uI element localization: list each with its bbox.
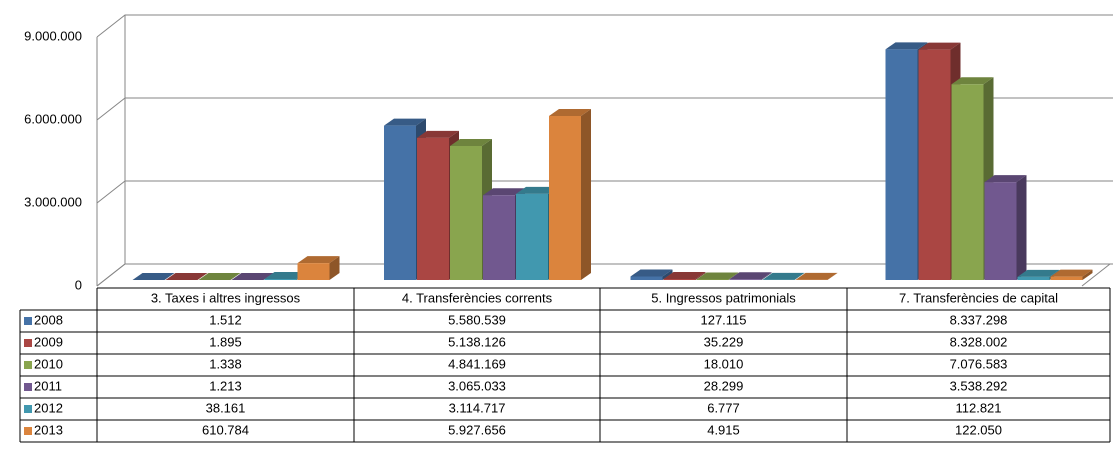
y-tick-label: 3.000.000 bbox=[24, 194, 82, 209]
table-grid bbox=[20, 288, 1110, 442]
value-label: 28.299 bbox=[704, 378, 744, 393]
bar-front bbox=[450, 146, 482, 280]
bar-front bbox=[952, 84, 984, 280]
bar-front bbox=[417, 138, 449, 280]
value-label: 7.076.583 bbox=[950, 356, 1008, 371]
value-label: 1.512 bbox=[209, 312, 242, 327]
value-label: 112.821 bbox=[955, 400, 1001, 415]
value-label: 35.229 bbox=[704, 334, 744, 349]
value-label: 4.915 bbox=[707, 422, 740, 437]
value-label: 610.784 bbox=[202, 422, 249, 437]
bar-side bbox=[1017, 175, 1027, 280]
category-label: 4. Transferències corrents bbox=[402, 290, 553, 305]
value-label: 1.895 bbox=[209, 334, 242, 349]
value-label: 5.138.126 bbox=[448, 334, 506, 349]
bar-front bbox=[919, 50, 951, 280]
bar-front bbox=[516, 194, 548, 280]
value-label: 8.328.002 bbox=[950, 334, 1008, 349]
value-label: 3.065.033 bbox=[448, 378, 506, 393]
value-label: 3.114.717 bbox=[449, 400, 506, 415]
bar-front bbox=[664, 279, 696, 280]
value-label: 5.580.539 bbox=[448, 312, 506, 327]
value-label: 3.538.292 bbox=[950, 378, 1008, 393]
value-label: 6.777 bbox=[707, 400, 740, 415]
category-label: 3. Taxes i altres ingressos bbox=[151, 290, 301, 305]
bar-front bbox=[549, 116, 581, 280]
bar bbox=[298, 256, 340, 280]
bar-front bbox=[1051, 277, 1083, 280]
value-label: 4.841.169 bbox=[448, 356, 506, 371]
legend-label: 2010 bbox=[34, 356, 63, 371]
value-label: 8.337.298 bbox=[950, 312, 1008, 327]
value-label: 18.010 bbox=[704, 356, 744, 371]
legend-label: 2008 bbox=[34, 312, 63, 327]
bar-front bbox=[298, 263, 330, 280]
category-label: 7. Transferències de capital bbox=[899, 290, 1058, 305]
bar-front bbox=[1018, 277, 1050, 280]
bar-side bbox=[581, 109, 591, 280]
bar-front bbox=[730, 279, 762, 280]
legend-label: 2013 bbox=[34, 422, 63, 437]
y-tick-label: 6.000.000 bbox=[24, 111, 82, 126]
value-label: 1.213 bbox=[209, 378, 242, 393]
y-tick-label: 0 bbox=[75, 277, 82, 292]
legend-swatch bbox=[24, 405, 32, 413]
legend-swatch bbox=[24, 427, 32, 435]
value-label: 38.161 bbox=[206, 400, 246, 415]
bar-front bbox=[631, 276, 663, 280]
legend-swatch bbox=[24, 339, 32, 347]
bar-front bbox=[384, 126, 416, 280]
bar-front bbox=[483, 195, 515, 280]
legend-label: 2011 bbox=[34, 378, 62, 393]
value-label: 1.338 bbox=[209, 356, 242, 371]
legend-label: 2012 bbox=[34, 400, 63, 415]
bar bbox=[549, 109, 591, 280]
value-label: 5.927.656 bbox=[448, 422, 506, 437]
value-label: 122.050 bbox=[955, 422, 1002, 437]
legend-label: 2009 bbox=[34, 334, 63, 349]
legend-swatch bbox=[24, 317, 32, 325]
bar bbox=[985, 175, 1027, 280]
legend-swatch bbox=[24, 383, 32, 391]
bar-front bbox=[886, 49, 918, 280]
legend-swatch bbox=[24, 361, 32, 369]
bar-front bbox=[985, 182, 1017, 280]
value-label: 127.115 bbox=[700, 312, 746, 327]
grid-line bbox=[97, 15, 1113, 37]
y-tick-label: 9.000.000 bbox=[24, 28, 82, 43]
category-label: 5. Ingressos patrimonials bbox=[651, 290, 796, 305]
bar-front bbox=[265, 279, 297, 280]
